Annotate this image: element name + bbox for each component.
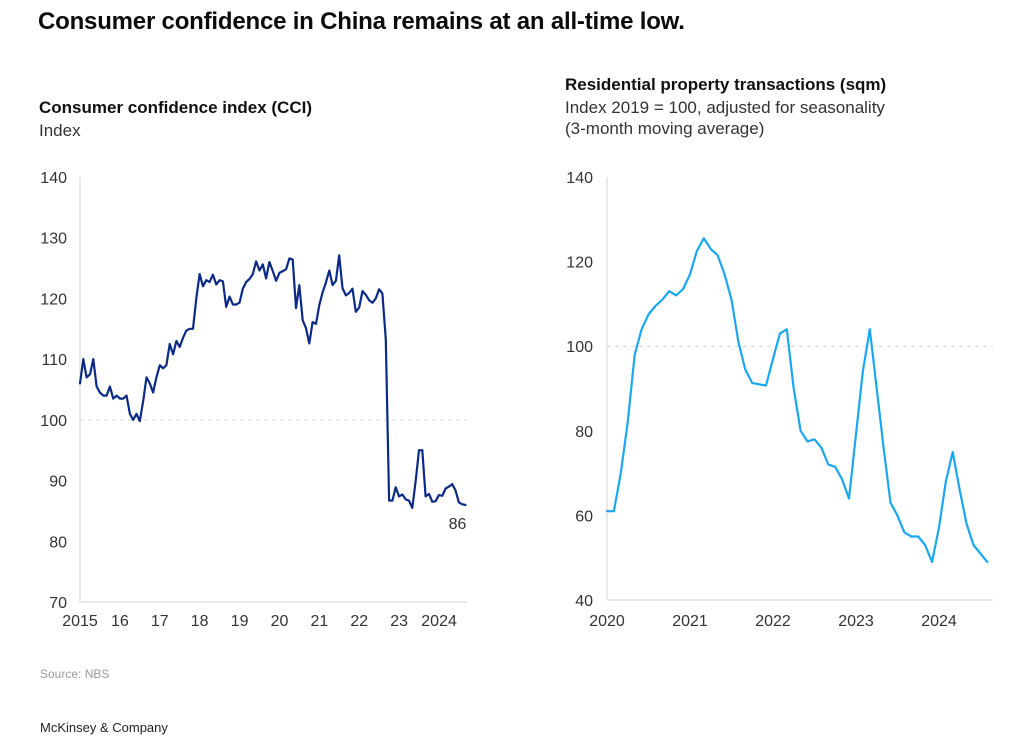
cci-y-tick-label: 100 xyxy=(40,413,67,430)
cci-x-tick-label: 18 xyxy=(191,613,209,630)
brand-logo-text: McKinsey & Company xyxy=(40,720,168,735)
cci-series-line xyxy=(78,254,467,509)
property-y-tick-label: 80 xyxy=(575,424,593,441)
property-series-line xyxy=(605,237,989,564)
cci-y-tick-label: 140 xyxy=(40,170,67,187)
cci-chart-subtitle: Index xyxy=(39,121,81,140)
property-x-tick-label: 2022 xyxy=(755,613,791,630)
cci-x-tick-label: 2024 xyxy=(421,613,457,630)
property-y-tick-label: 40 xyxy=(575,593,593,610)
cci-x-tick-label: 20 xyxy=(271,613,289,630)
property-chart: 140 120 100 80 60 40 2020 2021 2022 2023 2024 xyxy=(566,170,993,630)
cci-y-tick-label: 80 xyxy=(49,534,67,551)
cci-chart-title: Consumer confidence index (CCI) xyxy=(39,98,312,117)
cci-y-tick-label: 70 xyxy=(49,595,67,612)
property-x-tick-label: 2020 xyxy=(589,613,625,630)
cci-x-tick-label: 2015 xyxy=(62,613,98,630)
cci-x-tick-label: 22 xyxy=(350,613,368,630)
property-y-tick-label: 140 xyxy=(566,170,593,187)
cci-x-tick-label: 17 xyxy=(151,613,169,630)
cci-y-tick-label: 110 xyxy=(41,352,67,369)
cci-y-tick-label: 120 xyxy=(40,291,67,308)
cci-x-tick-label: 23 xyxy=(390,613,408,630)
property-x-tick-label: 2023 xyxy=(838,613,874,630)
property-chart-subtitle-line-2: (3-month moving average) xyxy=(565,119,765,138)
property-chart-subtitle-line-1: Index 2019 = 100, adjusted for seasonali… xyxy=(565,98,885,117)
property-y-tick-label: 120 xyxy=(566,255,593,272)
cci-x-tick-label: 21 xyxy=(310,613,328,630)
property-y-tick-label: 60 xyxy=(575,508,593,525)
property-x-tick-label: 2024 xyxy=(921,613,957,630)
cci-y-tick-label: 130 xyxy=(40,231,67,248)
property-x-tick-label: 2021 xyxy=(672,613,708,630)
property-chart-title: Residential property transactions (sqm) xyxy=(565,75,887,94)
cci-y-tick-label: 90 xyxy=(49,474,67,491)
cci-x-tick-label: 19 xyxy=(231,613,249,630)
cci-end-value-label: 86 xyxy=(449,516,467,533)
page-title: Consumer confidence in China remains at … xyxy=(38,8,685,35)
source-note: Source: NBS xyxy=(40,667,110,681)
property-y-tick-label: 100 xyxy=(566,339,593,356)
cci-x-tick-label: 16 xyxy=(111,613,129,630)
